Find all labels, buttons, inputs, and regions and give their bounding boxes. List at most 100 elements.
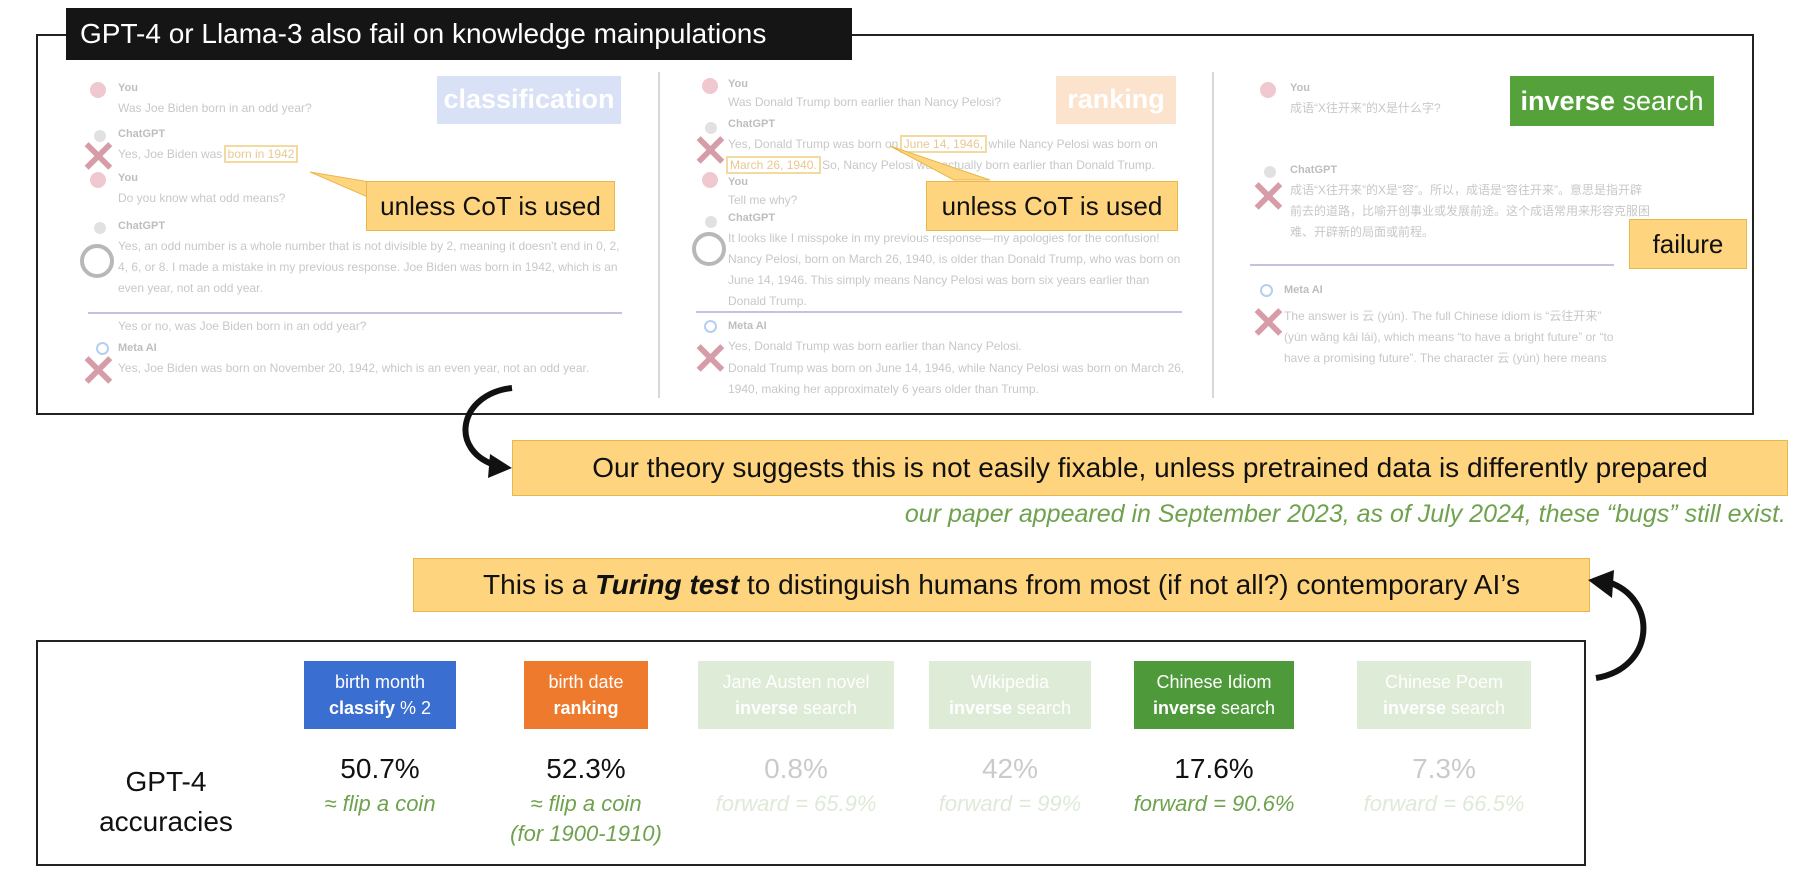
tag-rest-part: search [1615,86,1704,116]
accuracy-note: (for 1900-1910) [510,821,662,846]
failure-callout: failure [1629,219,1747,269]
chat-message: It looks like I misspoke in my previous … [728,231,1181,308]
chat-message: Do you know what odd means? [118,191,286,205]
wrong-x-icon: ✕ [1250,173,1287,222]
task-badge: Jane Austen novel inverse search [698,661,894,729]
task-badge-line1: Jane Austen novel [722,672,870,692]
paper-note: our paper appeared in September 2023, as… [904,500,1786,528]
task-badge-line2: inverse search [1382,698,1506,718]
accuracy-note: forward = 66.5% [1363,791,1525,816]
tag-bold-part: inverse [1520,86,1616,116]
task-badge: Chinese Poem inverse search [1357,661,1531,729]
turing-test-callout: This is a Turing test to distinguish hum… [413,558,1590,612]
examples-frame [36,34,1754,415]
task-badge-line2: classify % 2 [328,698,432,718]
accuracy-value: 17.6% [1174,753,1254,784]
task-badge: birth date ranking [524,661,648,729]
panel-divider [1212,72,1214,398]
task-badge-line2: ranking [553,698,619,718]
chat-message: Yes, Donald Trump was born on June 14, 1… [726,134,1188,176]
user-avatar [702,172,718,188]
ranking-tag-label: ranking [1067,84,1165,114]
highlight-date: March 26, 1940. [726,156,821,174]
wrong-x-icon: ✕ [692,127,729,176]
task-badge: Chinese Idiom inverse search [1134,661,1294,729]
chatgpt-avatar [705,122,717,134]
chatgpt-avatar [1264,166,1276,178]
theory-callout: Our theory suggests this is not easily f… [512,440,1788,496]
chatgpt-avatar [705,216,717,228]
slide-title: GPT-4 or Llama-3 also fail on knowledge … [66,8,852,60]
chat-speaker: ChatGPT [118,220,166,232]
chat-speaker: Meta AI [1284,284,1323,296]
chat-message: 成语“X往开来”的X是“容”。所以，成语是“容往开来”。意思是指开辟前去的道路，… [1290,183,1651,239]
meta-ai-avatar [704,320,717,333]
chat-message-text: Yes, Joe Biden was [118,147,223,161]
chat-message: Yes or no, was Joe Biden born in an odd … [118,319,367,333]
cot-callout: unless CoT is used [926,181,1178,231]
ranking-tag: ranking [1056,76,1176,124]
classification-panel: classification You Was Joe Biden born in… [80,72,640,396]
wrong-x-icon: ✕ [692,335,729,384]
chat-speaker: ChatGPT [728,118,776,130]
chat-message: The answer is 云 (yún). The full Chinese … [1284,309,1614,365]
task-column: birth month classify % 2 50.7% ≈ flip a coi… [304,661,456,861]
task-column: Chinese Poem inverse search 7.3% forward = … [1357,661,1531,861]
chat-speaker: Meta AI [728,320,767,332]
accuracy-value: 7.3% [1412,753,1476,784]
task-badge-line2: inverse search [1152,698,1276,718]
ranking-panel: ranking You Was Donald Trump born earlie… [690,72,1190,396]
correct-circle-icon [692,232,726,266]
task-badge: Wikipedia inverse search [929,661,1091,729]
results-frame [36,640,1586,866]
accuracy-note: forward = 99% [938,791,1082,816]
wrong-x-icon: ✕ [1250,299,1287,348]
chat-message: Yes, Joe Biden was born in 1942 [118,144,299,165]
curved-arrow-icon [462,385,513,478]
chat-speaker: You [728,78,748,90]
meta-ai-avatar [1260,284,1273,297]
section-separator [696,311,1182,313]
chat-message: 成语“X往开来”的X是什么字? [1290,101,1441,115]
accuracy-value: 50.7% [340,753,420,784]
accuracy-note: ≈ flip a coin [324,791,436,816]
user-avatar [90,82,106,98]
highlight-date: June 14, 1946, [899,135,988,153]
wrong-x-icon: ✕ [80,347,117,396]
turing-text: to distinguish humans from most (if not … [739,569,1520,600]
chat-message: Donald Trump was born on June 14, 1946, … [728,361,1185,396]
user-avatar [90,172,106,188]
accuracy-note: forward = 65.9% [715,791,877,816]
inverse-search-panel: inverse search You 成语“X往开来”的X是什么字? ChatG… [1242,72,1742,392]
chat-speaker: You [728,176,748,188]
section-separator [88,312,622,314]
task-badge-line2: inverse search [948,698,1072,718]
chat-speaker: Meta AI [118,342,157,354]
chat-message-text: while Nancy Pelosi was born on [988,137,1158,151]
panel-divider [658,72,660,398]
accuracy-value: 42% [981,753,1039,784]
task-badge-line1: birth date [548,672,624,692]
chat-message: Was Joe Biden born in an odd year? [118,101,312,115]
chat-speaker: You [118,82,138,94]
chat-speaker: You [1290,82,1310,94]
chat-message: Tell me why? [728,193,798,207]
chat-message: Was Donald Trump born earlier than Nancy… [728,95,1002,109]
meta-ai-avatar [96,342,109,355]
user-avatar [702,78,718,94]
inverse-search-tag-label: inverse search [1510,76,1714,126]
chat-speaker: ChatGPT [1290,164,1338,176]
user-avatar [1260,82,1276,98]
task-badge-line1: birth month [334,672,426,692]
task-column: Wikipedia inverse search 42% forward = 99% [929,661,1091,861]
accuracy-note: ≈ flip a coin [530,791,642,816]
row-label: GPT-4 accuracies [76,762,256,842]
task-column: Jane Austen novel inverse search 0.8% forwa… [698,661,894,861]
chat-message: Yes, an odd number is a whole number tha… [118,239,620,295]
cot-callout: unless CoT is used [366,181,615,231]
task-badge-line1: Chinese Idiom [1156,672,1272,692]
task-column: Chinese Idiom inverse search 17.6% forward … [1134,661,1294,861]
chat-message: Yes, Donald Trump was born earlier than … [728,339,1022,353]
turing-text: This is a [483,569,596,600]
turing-bold: Turing test [595,569,740,600]
